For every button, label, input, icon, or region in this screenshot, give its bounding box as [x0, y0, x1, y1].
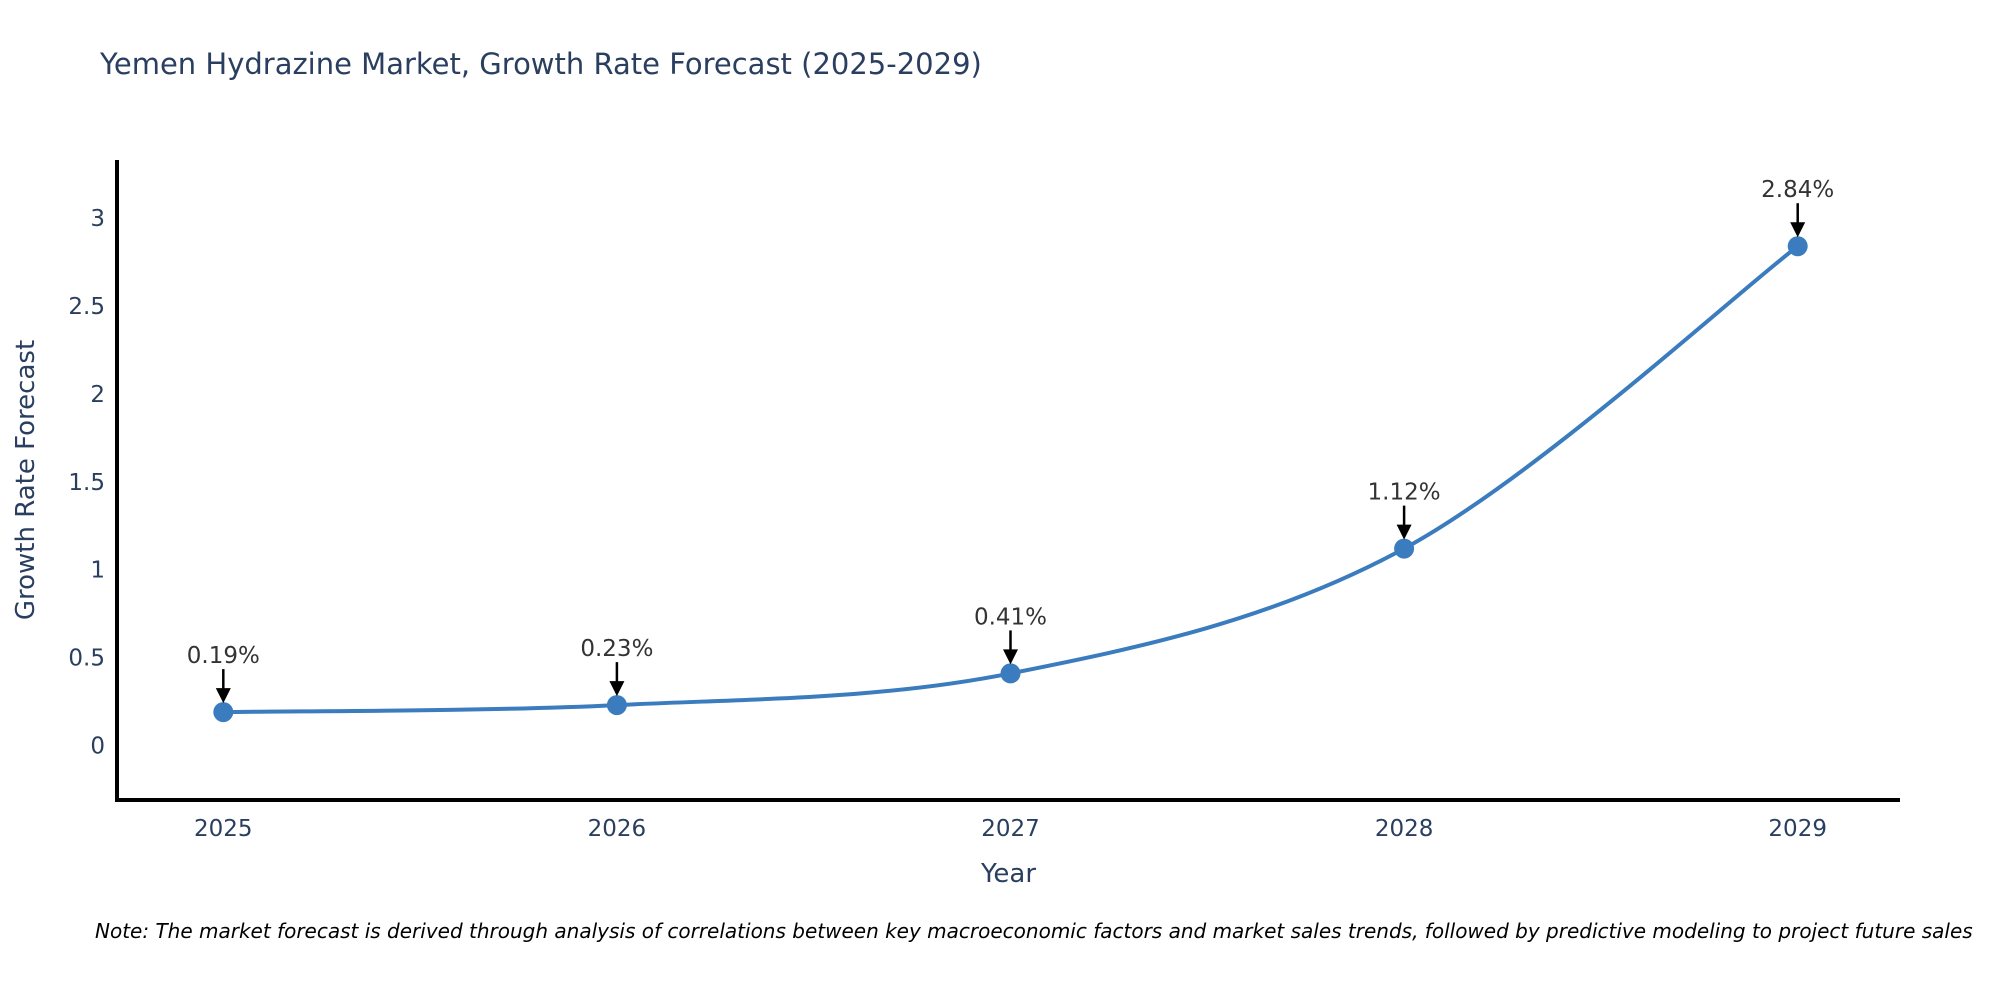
data-point-label: 2.84% — [1761, 177, 1834, 203]
x-axis-title: Year — [980, 859, 1036, 889]
x-tick-label: 2026 — [588, 816, 647, 842]
annotation-arrowhead-icon — [1396, 524, 1412, 540]
y-tick-label: 3 — [90, 206, 105, 232]
annotation-arrowhead-icon — [609, 681, 625, 697]
x-tick-label: 2029 — [1768, 816, 1827, 842]
x-tick-label: 2027 — [981, 816, 1040, 842]
y-tick-label: 2.5 — [68, 294, 105, 320]
annotation-arrowhead-icon — [1790, 222, 1806, 238]
data-point — [1394, 538, 1415, 559]
y-tick-label: 1 — [90, 558, 105, 584]
y-tick-label: 0 — [90, 734, 105, 760]
chart-title: Yemen Hydrazine Market, Growth Rate Fore… — [100, 47, 982, 81]
annotation-arrowhead-icon — [1003, 649, 1018, 665]
data-point-label: 1.12% — [1368, 480, 1441, 506]
footnote: Note: The market forecast is derived thr… — [95, 919, 1973, 943]
x-tick-label: 2025 — [194, 816, 253, 842]
data-point-label: 0.41% — [974, 604, 1047, 630]
y-tick-label: 1.5 — [68, 470, 105, 496]
annotation-arrowhead-icon — [215, 688, 231, 704]
y-axis-title: Growth Rate Forecast — [11, 340, 41, 620]
y-tick-label: 0.5 — [68, 646, 105, 672]
data-point — [606, 695, 627, 716]
y-tick-label: 2 — [90, 382, 105, 408]
data-point-label: 0.19% — [187, 643, 260, 669]
x-tick-label: 2028 — [1375, 816, 1434, 842]
data-point — [213, 702, 234, 723]
axis-lines — [115, 160, 1900, 802]
forecast-line — [221, 244, 1800, 715]
data-point-label: 0.23% — [580, 636, 653, 662]
data-point — [1000, 663, 1021, 684]
data-point — [1787, 236, 1808, 257]
